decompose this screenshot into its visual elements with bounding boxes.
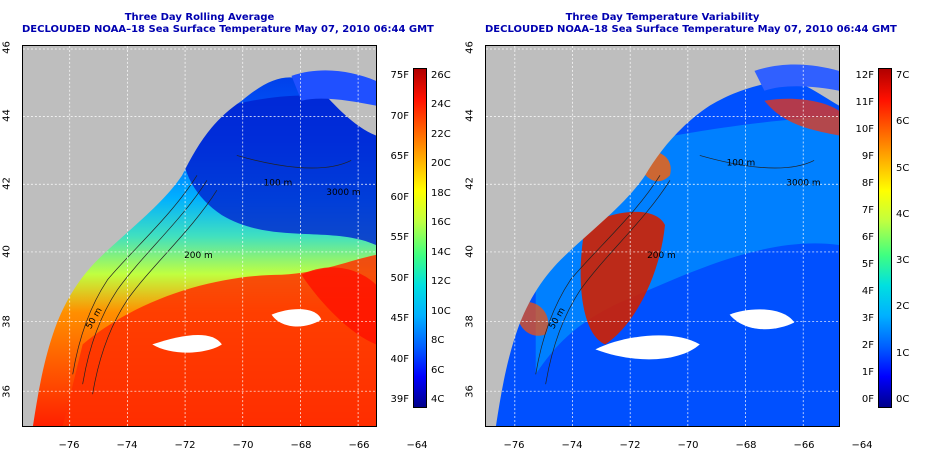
colorbar-tick-label: 40F [390,353,409,365]
colorbar-tick-label: 75F [390,70,409,81]
lon-label: −66 [793,440,815,451]
contour-label-100m: 100 m [727,158,756,168]
colorbar-tick-label: 1C [896,347,910,359]
left-sst-image: 200 m 50 m 100 m 3000 m [23,46,376,426]
colorbar-tick-label: 60F [390,191,409,203]
colorbar-tick-label: 10C [431,305,451,317]
colorbar-tick-label: 39F [390,394,409,405]
lon-label: −74 [116,440,138,451]
colorbar-tick-label: 50F [390,272,409,284]
lon-label: −76 [503,440,525,451]
colorbar-tick-label: 22C [431,128,451,140]
lat-label: 40 [1,245,13,258]
colorbar-tick-label: 12C [431,276,451,288]
lat-label: 42 [1,177,13,190]
colorbar-tick-label: 65F [390,151,409,162]
lat-label: 40 [464,245,476,258]
lon-label: −74 [561,440,583,451]
colorbar-tick-label: 10F [855,124,874,135]
colorbar-tick-label: 55F [390,232,409,243]
lat-label: 38 [1,315,13,328]
contour-label-200m: 200 m [647,251,676,261]
lon-label: −66 [348,440,370,451]
left-map-title: Three Day Rolling Average [124,12,275,23]
colorbar-tick-label: 5C [896,162,910,174]
colorbar-tick-label: 18C [431,187,451,199]
lat-label: 46 [1,41,13,54]
lon-label: −70 [232,440,254,451]
lat-label: 38 [464,315,476,328]
colorbar-tick-label: 16C [431,217,451,229]
left-colorbar [413,68,427,408]
colorbar-tick-label: 0C [896,394,910,405]
right-map-subtitle: DECLOUDED NOAA–18 Sea Surface Temperatur… [485,24,897,35]
colorbar-tick-label: 8C [431,335,445,347]
colorbar-tick-label: 7F [861,205,874,216]
lat-label: 44 [464,109,476,122]
colorbar-tick-label: 11F [855,97,874,108]
right-map-panel: Three Day Temperature Variability DECLOU… [465,0,950,475]
lat-label: 46 [464,41,476,54]
colorbar-tick-label: 9F [861,151,874,162]
right-colorbar [878,68,892,408]
left-sst-map: 200 m 50 m 100 m 3000 m [22,45,377,427]
left-map-subtitle: DECLOUDED NOAA–18 Sea Surface Temperatur… [22,24,434,35]
colorbar-tick-label: 6F [861,232,874,243]
colorbar-tick-label: 2F [861,340,874,351]
contour-label-3000m: 3000 m [326,188,360,198]
lon-label: −76 [58,440,80,451]
lon-label: −70 [677,440,699,451]
lat-label: 42 [464,177,476,190]
right-variability-map: 200 m 50 m 100 m 3000 m [485,45,840,427]
colorbar-tick-label: 4C [431,394,445,405]
contour-label-200m: 200 m [184,251,213,261]
lon-label: −64 [406,440,428,451]
right-map-title: Three Day Temperature Variability [565,12,760,23]
lon-label: −72 [174,440,196,451]
colorbar-tick-label: 12F [855,70,874,81]
lon-label: −68 [735,440,757,451]
colorbar-tick-label: 70F [390,110,409,122]
colorbar-tick-label: 3C [896,255,910,267]
colorbar-tick-label: 24C [431,99,451,111]
colorbar-tick-label: 45F [390,313,409,324]
lat-label: 36 [1,385,13,398]
lat-label: 44 [1,109,13,122]
colorbar-tick-label: 0F [861,394,874,405]
lon-label: −68 [290,440,312,451]
colorbar-tick-label: 5F [861,259,874,270]
colorbar-tick-label: 26C [431,70,451,81]
colorbar-tick-label: 14C [431,246,451,258]
lon-label: −72 [619,440,641,451]
colorbar-tick-label: 6C [896,116,910,128]
colorbar-tick-label: 20C [431,158,451,170]
colorbar-tick-label: 7C [896,70,910,81]
colorbar-tick-label: 1F [861,367,874,378]
colorbar-tick-label: 2C [896,301,910,313]
contour-label-3000m: 3000 m [786,178,820,188]
contour-label-100m: 100 m [264,178,293,188]
colorbar-tick-label: 3F [861,313,874,324]
colorbar-tick-label: 4C [896,208,910,220]
colorbar-tick-label: 8F [861,178,874,189]
lat-label: 36 [464,385,476,398]
colorbar-tick-label: 4F [861,286,874,297]
colorbar-tick-label: 6C [431,364,445,376]
right-variability-image: 200 m 50 m 100 m 3000 m [486,46,839,426]
left-map-panel: Three Day Rolling Average DECLOUDED NOAA… [1,12,451,451]
lon-label: −64 [851,440,873,451]
